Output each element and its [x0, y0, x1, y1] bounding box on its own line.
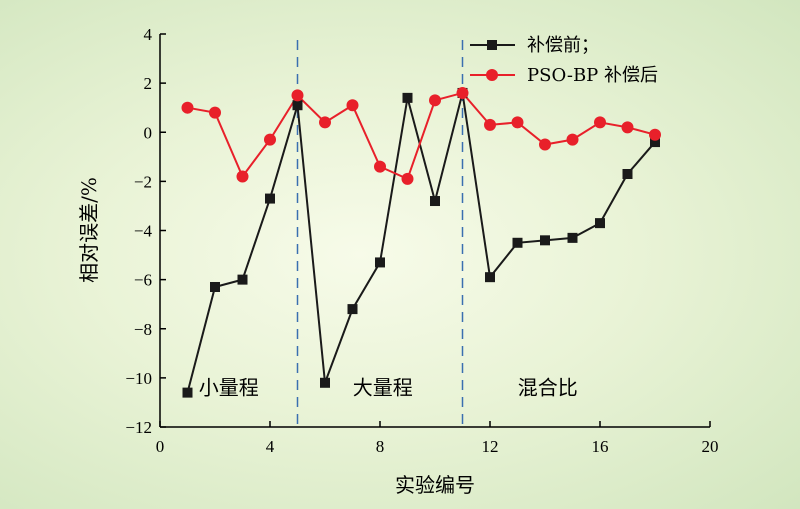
data-point [430, 196, 440, 207]
data-point [237, 274, 248, 285]
series-line-1 [187, 91, 656, 181]
y-tick-label: 0 [144, 123, 153, 142]
data-point [539, 138, 551, 151]
data-point [236, 170, 249, 183]
data-point [210, 281, 220, 292]
data-point [401, 172, 414, 185]
data-point [650, 137, 660, 148]
y-tick-label: −6 [134, 271, 152, 290]
data-point [291, 89, 304, 102]
x-axis-label: 实验编号 [395, 473, 475, 497]
legend: 补偿前； PSO-BP 补偿后 [470, 35, 658, 86]
data-point [484, 118, 496, 131]
data-point [182, 387, 193, 398]
data-point [374, 160, 386, 173]
data-point [622, 169, 633, 180]
x-tick-label: 8 [376, 437, 385, 456]
y-tick-label: −10 [125, 369, 152, 388]
y-tick-label: 4 [144, 25, 153, 44]
region-label: 小量程 [199, 376, 259, 400]
data-point [567, 232, 578, 243]
data-point [320, 377, 330, 388]
data-point [402, 92, 413, 103]
data-point [566, 133, 579, 146]
y-tick-label: −8 [134, 320, 152, 339]
data-point [511, 116, 524, 129]
data-point [347, 304, 358, 315]
x-tick-label: 12 [482, 437, 499, 456]
legend-label-after: PSO-BP 补偿后 [527, 65, 658, 86]
data-point [181, 101, 194, 114]
data-point [621, 121, 634, 134]
data-point [485, 272, 495, 283]
data-point [595, 218, 605, 229]
data-point [649, 128, 661, 141]
data-point [594, 116, 606, 129]
data-point [209, 106, 221, 119]
y-tick-label: −2 [134, 172, 152, 191]
data-point [456, 86, 469, 99]
data-point [540, 235, 550, 246]
y-tick-label: 2 [144, 74, 153, 93]
data-point [264, 133, 276, 146]
data-point [292, 100, 303, 111]
x-tick-label: 4 [266, 437, 275, 456]
data-point [319, 116, 331, 129]
region-label: 混合比 [518, 376, 578, 400]
x-tick-label: 16 [592, 437, 609, 456]
data-point [429, 94, 441, 107]
legend-marker-before [487, 40, 497, 50]
y-tick-label: −4 [134, 222, 153, 241]
data-point [375, 257, 385, 268]
legend-label-before: 补偿前； [527, 35, 599, 56]
x-tick-label: 0 [156, 437, 165, 456]
data-point [512, 237, 523, 248]
data-point [265, 193, 275, 204]
data-point [346, 99, 359, 112]
legend-marker-after [486, 69, 498, 81]
y-tick-label: −12 [125, 418, 152, 437]
y-axis-label: 相对误差/% [77, 177, 101, 283]
x-tick-label: 20 [702, 437, 719, 456]
region-label: 大量程 [353, 376, 413, 400]
